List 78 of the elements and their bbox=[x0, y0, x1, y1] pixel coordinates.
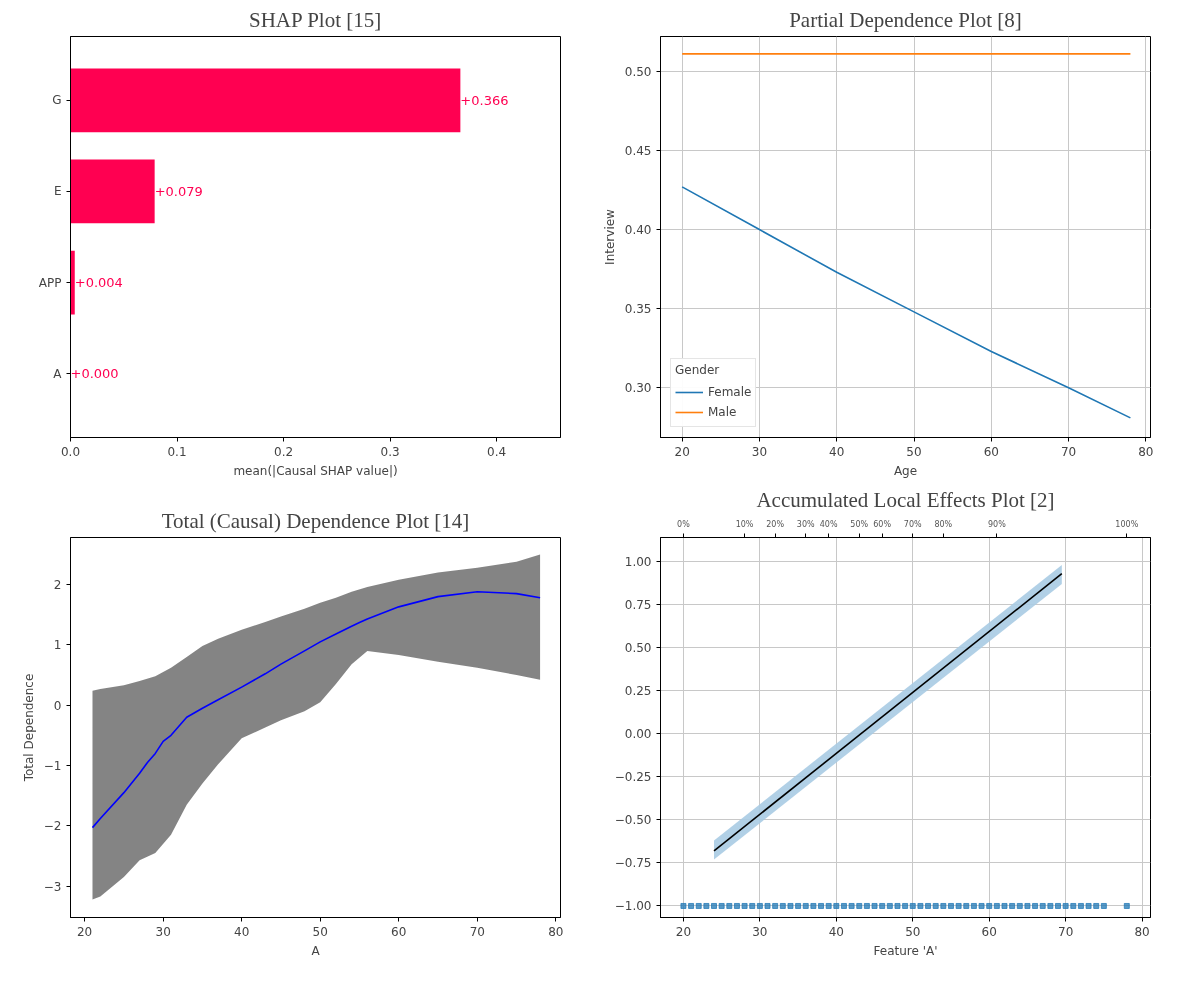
x-tick-label: 30 bbox=[751, 444, 768, 459]
x-axis-title: Feature 'A' bbox=[873, 943, 938, 958]
annotation: 80% bbox=[934, 519, 953, 529]
y-tick-label: −0.25 bbox=[614, 770, 652, 785]
x-tick-label: 50 bbox=[312, 924, 328, 939]
legend-label: Male bbox=[708, 405, 737, 419]
x-tick-label: 20 bbox=[675, 924, 692, 939]
y-tick-label: G bbox=[52, 93, 62, 108]
y-axis-title: Total Dependence bbox=[21, 673, 36, 783]
x-tick-label: 70 bbox=[1060, 444, 1077, 459]
y-axis-title: Interview bbox=[602, 208, 617, 265]
y-tick-label: 0.40 bbox=[624, 223, 652, 238]
x-axis-title: mean(|Causal SHAP value|) bbox=[233, 463, 398, 478]
x-tick-label: 80 bbox=[1138, 444, 1154, 459]
y-tick-label: 0.50 bbox=[624, 641, 652, 656]
annotation: 70% bbox=[903, 519, 923, 529]
annotation: 40% bbox=[819, 519, 838, 529]
y-tick-label: −1 bbox=[43, 759, 62, 773]
y-tick-label: 0.30 bbox=[624, 381, 652, 396]
x-tick-label: 40 bbox=[828, 924, 844, 939]
y-tick-label: 0.50 bbox=[624, 64, 652, 79]
y-tick-label: −0.75 bbox=[614, 856, 652, 871]
x-axis-title: A bbox=[311, 943, 321, 958]
x-tick-label: 60 bbox=[981, 924, 997, 939]
y-tick-label: 0.35 bbox=[624, 302, 652, 317]
annotation: 100% bbox=[1115, 519, 1139, 529]
y-tick-label: −3 bbox=[43, 879, 62, 894]
x-tick-label: 30 bbox=[752, 924, 768, 939]
x-tick-label: 80 bbox=[1134, 924, 1150, 939]
x-tick-label: 0.1 bbox=[167, 444, 187, 459]
x-axis-title: Age bbox=[893, 463, 918, 478]
annotation: 90% bbox=[987, 519, 1007, 529]
y-tick-label: 1 bbox=[53, 638, 62, 653]
chart-title: SHAP Plot [15] bbox=[248, 7, 382, 32]
annotation: 30% bbox=[796, 519, 816, 529]
x-tick-label: 40 bbox=[829, 444, 845, 459]
x-tick-label: 70 bbox=[469, 924, 485, 939]
y-tick-label: 0 bbox=[53, 698, 62, 713]
x-tick-label: 70 bbox=[1058, 924, 1074, 939]
y-tick-label: 0.25 bbox=[624, 684, 652, 699]
x-tick-label: 0.0 bbox=[60, 444, 81, 459]
data-label: +0.079 bbox=[154, 183, 203, 199]
y-tick-label: E bbox=[53, 184, 62, 199]
x-tick-label: 20 bbox=[674, 444, 690, 459]
annotation: 60% bbox=[873, 519, 892, 529]
y-tick-label: A bbox=[53, 366, 63, 381]
x-tick-label: 20 bbox=[77, 924, 93, 939]
y-tick-label: −1.00 bbox=[614, 899, 652, 914]
data-label: +0.004 bbox=[74, 275, 123, 291]
x-tick-label: 50 bbox=[905, 924, 921, 939]
x-tick-label: 0.3 bbox=[380, 444, 400, 459]
y-tick-label: −2 bbox=[43, 819, 62, 834]
x-tick-label: 60 bbox=[391, 924, 407, 939]
chart-title: Total (Causal) Dependence Plot [14] bbox=[161, 508, 470, 533]
y-tick-label: APP bbox=[38, 275, 62, 290]
y-tick-label: −0.50 bbox=[614, 813, 652, 828]
data-label: +0.000 bbox=[70, 366, 119, 382]
x-tick-label: 80 bbox=[548, 924, 564, 939]
legend-label: Female bbox=[708, 385, 752, 399]
y-tick-label: 0.45 bbox=[624, 143, 652, 158]
legend-title: Gender bbox=[675, 363, 721, 377]
y-tick-label: 2 bbox=[53, 578, 62, 593]
x-tick-label: 50 bbox=[906, 444, 922, 459]
chart-title: Accumulated Local Effects Plot [2] bbox=[756, 487, 1055, 512]
x-tick-label: 0.4 bbox=[487, 444, 507, 459]
annotation: 50% bbox=[850, 519, 869, 529]
data-label: +0.366 bbox=[460, 92, 509, 108]
x-tick-label: 0.2 bbox=[274, 444, 294, 459]
x-tick-label: 30 bbox=[155, 924, 171, 939]
chart-title: Partial Dependence Plot [8] bbox=[789, 7, 1022, 32]
x-tick-label: 40 bbox=[234, 924, 250, 939]
y-tick-label: 0.00 bbox=[624, 727, 652, 742]
y-tick-label: 1.00 bbox=[624, 555, 652, 570]
annotation: 0% bbox=[677, 519, 691, 529]
x-tick-label: 60 bbox=[983, 444, 999, 459]
annotation: 10% bbox=[735, 519, 754, 529]
annotation: 20% bbox=[766, 519, 785, 529]
y-tick-label: 0.75 bbox=[624, 598, 652, 613]
